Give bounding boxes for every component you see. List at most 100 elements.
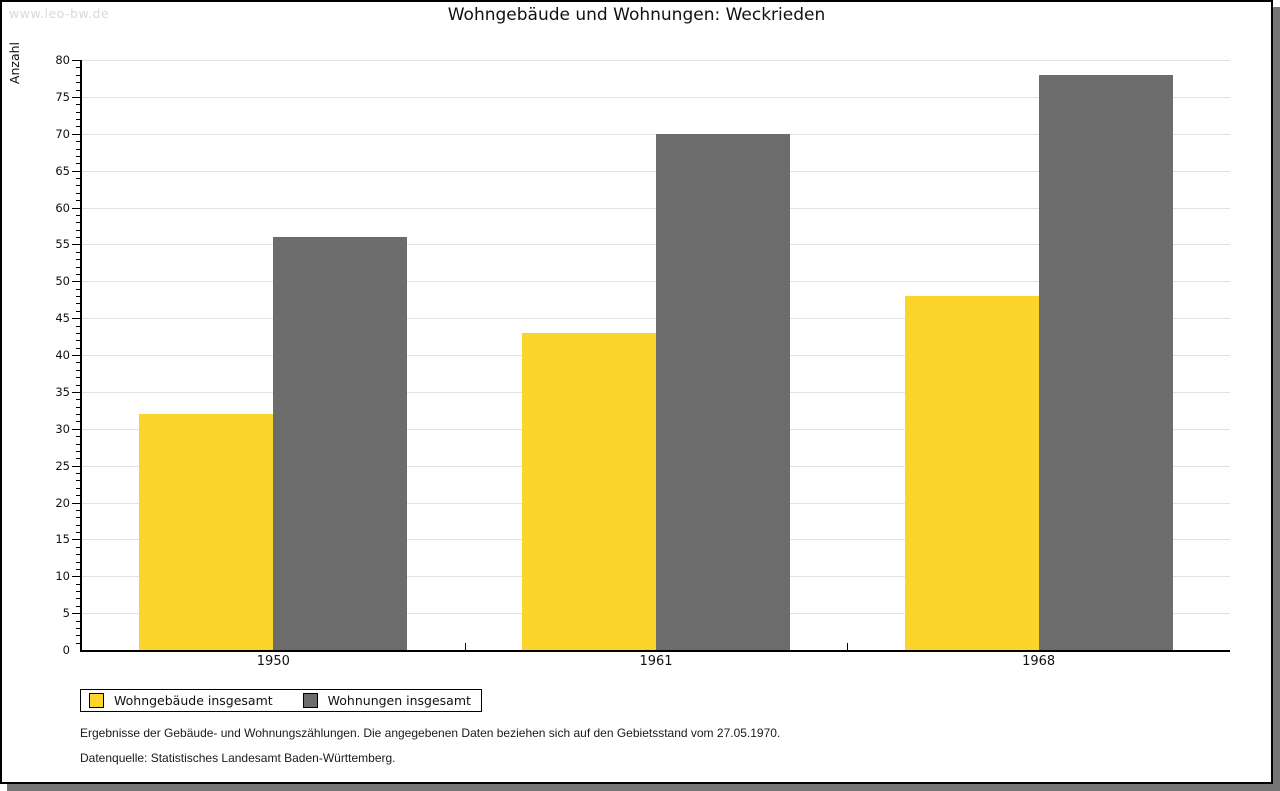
y-minor-tick: [76, 185, 80, 187]
y-major-tick: [72, 355, 80, 356]
y-minor-tick: [76, 458, 80, 460]
y-minor-tick: [76, 517, 80, 519]
y-minor-tick: [76, 273, 80, 275]
x-boundary-tick: [464, 643, 466, 650]
y-minor-tick: [76, 568, 80, 570]
y-tick-label: 40: [55, 348, 70, 362]
y-minor-tick: [76, 509, 80, 511]
y-minor-tick: [76, 598, 80, 600]
y-minor-tick: [76, 414, 80, 415]
y-major-tick: [72, 576, 80, 578]
y-minor-tick: [76, 583, 80, 585]
y-major-tick: [72, 428, 80, 430]
y-major-tick: [72, 539, 80, 541]
y-tick-label: 45: [55, 311, 70, 326]
legend-item-wohngebaeude: Wohngebäude insgesamt: [89, 693, 273, 708]
gridline: [82, 60, 1230, 61]
y-axis-title: Anzahl: [7, 42, 22, 85]
y-minor-tick: [76, 82, 80, 84]
y-minor-tick: [76, 369, 80, 371]
y-minor-tick: [76, 237, 80, 238]
y-minor-tick: [76, 362, 80, 364]
y-minor-tick: [76, 605, 80, 607]
y-major-tick: [72, 96, 80, 98]
bar-1950-series1: [273, 237, 408, 650]
x-boundary-tick: [847, 643, 849, 650]
y-major-tick: [72, 613, 80, 615]
y-minor-tick: [76, 450, 80, 452]
y-minor-tick: [76, 259, 80, 261]
y-tick-label: 15: [55, 532, 70, 547]
legend-box: Wohngebäude insgesamt Wohnungen insgesam…: [80, 689, 482, 712]
y-major-tick: [72, 318, 80, 320]
y-minor-tick: [76, 473, 80, 474]
footnote-source-note: Ergebnisse der Gebäude- und Wohnungszähl…: [80, 726, 781, 740]
y-minor-tick: [76, 591, 80, 592]
y-tick-label: 75: [55, 89, 70, 104]
y-tick-label: 25: [55, 458, 70, 473]
bar-1961-series0: [522, 332, 656, 650]
bar-1968-series1: [1038, 74, 1173, 650]
y-major-tick: [72, 207, 80, 209]
y-minor-tick: [76, 296, 80, 297]
y-minor-tick: [76, 487, 80, 489]
y-minor-tick: [76, 229, 80, 231]
y-tick-label: 65: [55, 163, 70, 178]
y-minor-tick: [76, 561, 80, 563]
y-minor-tick: [76, 288, 80, 290]
chart-title: Wohngebäude und Wohnungen: Weckrieden: [447, 5, 826, 25]
y-minor-tick: [76, 627, 80, 629]
y-minor-tick: [76, 554, 80, 556]
y-tick-label: 50: [55, 274, 70, 289]
y-major-tick: [72, 170, 80, 172]
y-minor-tick: [76, 546, 80, 548]
y-minor-tick: [76, 89, 80, 91]
y-tick-label: 5: [62, 606, 70, 621]
y-minor-tick: [76, 495, 80, 497]
x-category-label: 1968: [1022, 654, 1056, 669]
y-minor-tick: [76, 67, 80, 69]
bar-1968-series0: [904, 296, 1039, 650]
legend-label-1: Wohnungen insgesamt: [327, 693, 471, 708]
y-minor-tick: [76, 178, 80, 179]
y-minor-tick: [76, 524, 80, 526]
bar-1961-series1: [656, 133, 790, 650]
y-minor-tick: [76, 266, 80, 268]
y-minor-tick: [76, 200, 80, 202]
y-minor-tick: [76, 74, 80, 76]
legend-item-wohnungen: Wohnungen insgesamt: [302, 693, 471, 708]
y-minor-tick: [76, 642, 80, 644]
y-minor-tick: [76, 251, 80, 253]
y-minor-tick: [76, 532, 80, 533]
y-major-tick: [72, 502, 80, 504]
y-minor-tick: [76, 192, 80, 194]
y-minor-tick: [76, 163, 80, 165]
y-major-tick: [72, 244, 80, 246]
y-minor-tick: [76, 148, 80, 150]
y-minor-tick: [76, 436, 80, 438]
y-tick-label: 10: [55, 569, 70, 584]
y-minor-tick: [76, 303, 80, 305]
y-minor-tick: [76, 347, 80, 349]
y-major-tick: [72, 133, 80, 135]
y-minor-tick: [76, 310, 80, 312]
plot-area: 0 5 10 15 20 25 30 35 40 45 50 55 60 65 70 75 80 1950 1961…: [55, 53, 1230, 669]
x-category-label: 1961: [639, 654, 673, 669]
y-tick-label: 55: [55, 237, 70, 252]
y-minor-tick: [76, 480, 80, 482]
y-tick-label: 20: [55, 495, 70, 510]
y-minor-tick: [76, 214, 80, 216]
y-minor-tick: [76, 222, 80, 224]
y-tick-label: 70: [55, 126, 70, 141]
y-tick-label: 30: [55, 421, 70, 436]
y-minor-tick: [76, 325, 80, 327]
y-minor-tick: [76, 384, 80, 386]
y-minor-tick: [76, 141, 80, 143]
legend-swatch-1: [302, 693, 318, 708]
y-minor-tick: [76, 443, 80, 445]
x-category-label: 1950: [256, 654, 290, 669]
y-minor-tick: [76, 104, 80, 106]
y-minor-tick: [76, 620, 80, 622]
footnote-data-source: Datenquelle: Statistisches Landesamt Bad…: [80, 751, 396, 765]
